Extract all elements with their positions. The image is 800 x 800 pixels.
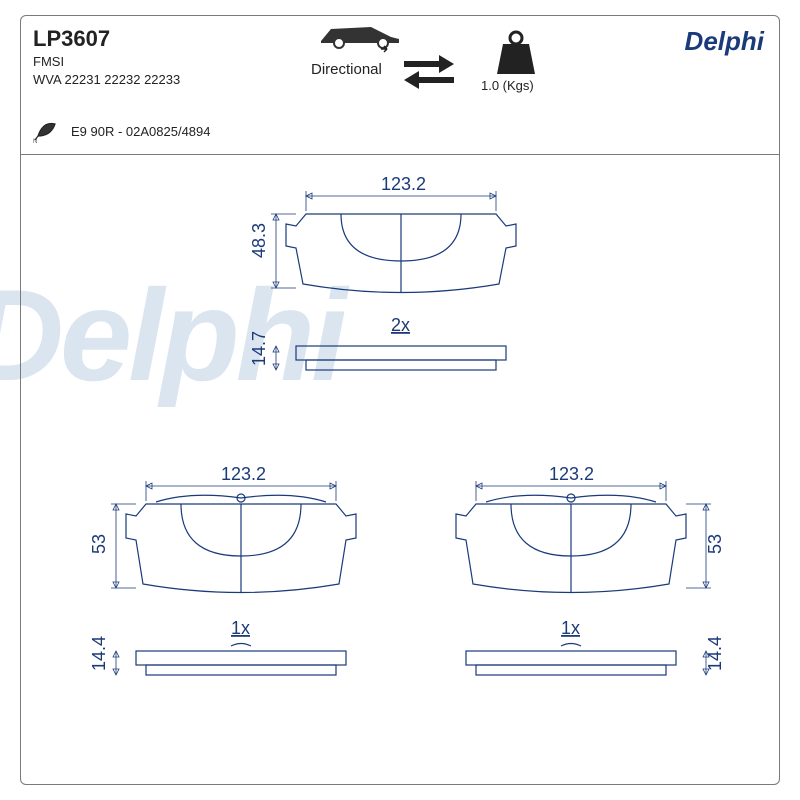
arrows-icon bbox=[399, 51, 459, 96]
pad-top-sideh: 14.7 bbox=[249, 331, 269, 366]
pad-right-drawing: 123.2 53 1x 14.4 bbox=[421, 456, 761, 766]
brand-logo: Delphi bbox=[685, 26, 764, 57]
pad-right-width: 123.2 bbox=[549, 464, 594, 484]
pad-left-sideh: 14.4 bbox=[89, 636, 109, 671]
pad-top-drawing: 123.2 48.3 2x 14.7 bbox=[241, 166, 561, 386]
wva-codes: WVA 22231 22232 22233 bbox=[33, 72, 180, 87]
technical-drawing: 123.2 48.3 2x 14.7 bbox=[21, 156, 781, 784]
header-divider bbox=[21, 154, 779, 155]
pad-left-width: 123.2 bbox=[221, 464, 266, 484]
spec-frame: LP3607 FMSI WVA 22231 22232 22233 N E9 9… bbox=[20, 15, 780, 785]
car-icon bbox=[311, 21, 411, 58]
approval-code: E9 90R - 02A0825/4894 bbox=[71, 124, 211, 139]
pad-left-drawing: 123.2 53 1x 14.4 bbox=[81, 456, 401, 766]
part-number: LP3607 bbox=[33, 26, 110, 52]
pad-right-sideh: 14.4 bbox=[705, 636, 725, 671]
pad-top-qty: 2x bbox=[391, 315, 410, 335]
pad-top-height: 48.3 bbox=[249, 223, 269, 258]
leaf-icon: N bbox=[33, 116, 61, 149]
pad-right-qty: 1x bbox=[561, 618, 580, 638]
pad-left-qty: 1x bbox=[231, 618, 250, 638]
weight-value: 1.0 (Kgs) bbox=[481, 78, 534, 93]
weight-icon bbox=[491, 28, 541, 83]
directional-label: Directional bbox=[311, 61, 382, 78]
svg-text:N: N bbox=[33, 139, 37, 144]
pad-top-width: 123.2 bbox=[381, 174, 426, 194]
pad-left-height: 53 bbox=[89, 534, 109, 554]
pad-right-height: 53 bbox=[705, 534, 725, 554]
page-container: Delphi LP3607 FMSI WVA 22231 22232 22233… bbox=[0, 0, 800, 800]
fmsi-label: FMSI bbox=[33, 54, 64, 69]
